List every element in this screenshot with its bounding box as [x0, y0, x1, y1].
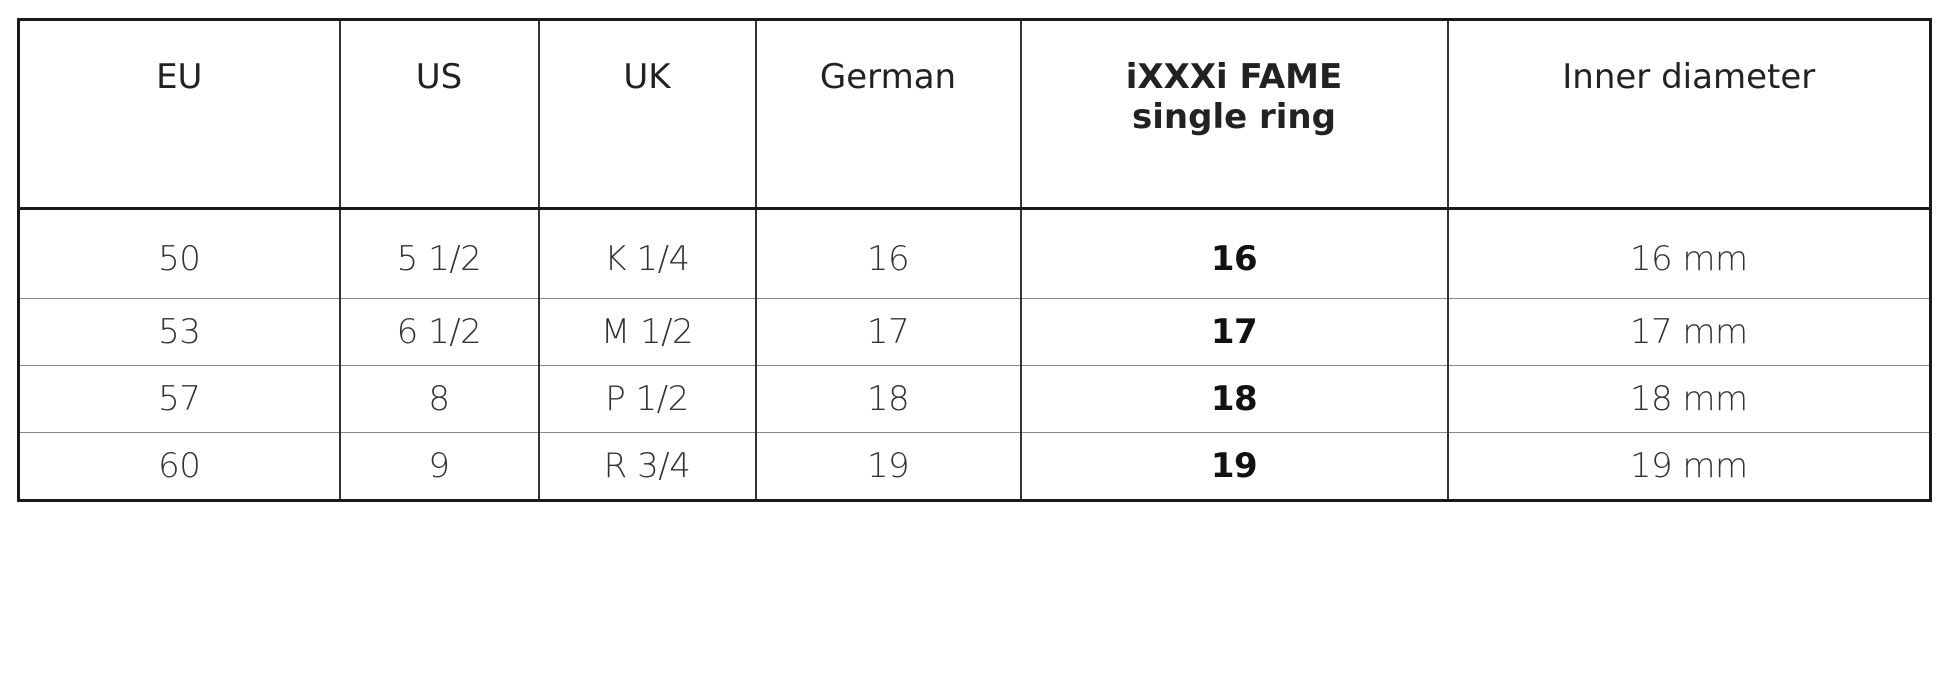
cell-ixxxi: 16 [1019, 208, 1448, 299]
cell-eu: 50 [17, 208, 340, 299]
cell-ixxxi: 19 [1019, 432, 1448, 501]
cell-us: 9 [338, 432, 539, 501]
cell-eu: 57 [17, 365, 340, 433]
cell-eu: 60 [17, 432, 340, 501]
cell-diameter: 17 mm [1446, 298, 1931, 366]
cell-ixxxi: 17 [1019, 298, 1448, 366]
cell-us: 8 [338, 365, 539, 433]
cell-ixxxi: 18 [1019, 365, 1448, 433]
header-inner-diameter: Inner diameter [1446, 19, 1931, 210]
header-eu: EU [17, 19, 340, 210]
cell-us: 6 1/2 [338, 298, 539, 366]
header-german: German [754, 19, 1021, 210]
table-row: 50 5 1/2 K 1/4 16 16 16 mm [17, 208, 1931, 299]
header-ixxxi-fame-line1: iXXXi FAME [1125, 57, 1343, 97]
header-ixxxi-fame: iXXXi FAME single ring [1019, 19, 1448, 210]
header-uk: UK [537, 19, 756, 210]
cell-uk: R 3/4 [537, 432, 756, 501]
table-row: 57 8 P 1/2 18 18 18 mm [17, 365, 1931, 433]
cell-eu: 53 [17, 298, 340, 366]
header-ixxxi-fame-line2: single ring [1132, 97, 1336, 137]
cell-us: 5 1/2 [338, 208, 539, 299]
cell-diameter: 16 mm [1446, 208, 1931, 299]
cell-diameter: 19 mm [1446, 432, 1931, 501]
cell-german: 17 [754, 298, 1021, 366]
ring-size-table: EU US UK German iXXXi FAME single ring I… [17, 18, 1932, 502]
cell-german: 19 [754, 432, 1021, 501]
cell-uk: M 1/2 [537, 298, 756, 366]
cell-uk: K 1/4 [537, 208, 756, 299]
header-us: US [338, 19, 539, 210]
cell-diameter: 18 mm [1446, 365, 1931, 433]
table-row: 60 9 R 3/4 19 19 19 mm [17, 432, 1931, 501]
table-row: 53 6 1/2 M 1/2 17 17 17 mm [17, 298, 1931, 366]
cell-uk: P 1/2 [537, 365, 756, 433]
cell-german: 16 [754, 208, 1021, 299]
cell-german: 18 [754, 365, 1021, 433]
header-row: EU US UK German iXXXi FAME single ring I… [17, 19, 1931, 210]
